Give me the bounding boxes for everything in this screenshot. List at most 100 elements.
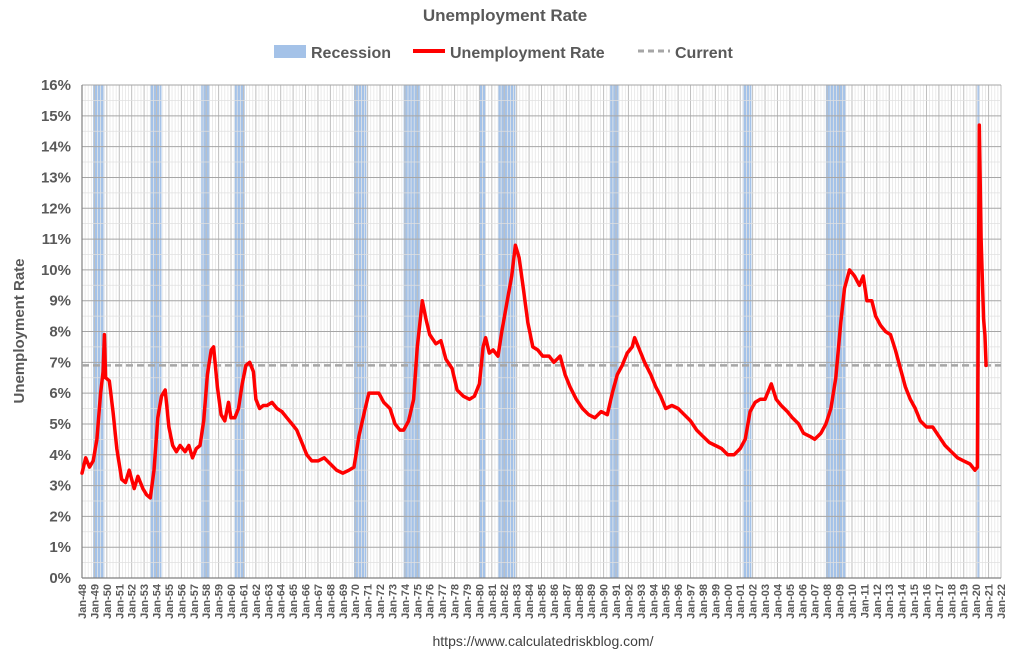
y-tick-label: 15% xyxy=(41,108,71,125)
legend-recession-label: Recession xyxy=(311,45,391,62)
y-tick-label: 9% xyxy=(49,293,71,310)
x-tick-label: Jan-88 xyxy=(574,584,586,619)
x-tick-label: Jan-20 xyxy=(971,584,983,619)
x-tick-label: Jan-48 xyxy=(77,584,89,619)
x-tick-label: Jan-79 xyxy=(462,584,474,619)
x-tick-label: Jan-01 xyxy=(735,584,747,619)
y-tick-label: 5% xyxy=(49,416,71,433)
x-tick-label: Jan-53 xyxy=(139,584,151,619)
x-tick-label: Jan-13 xyxy=(884,584,896,619)
x-tick-label: Jan-65 xyxy=(288,584,300,619)
y-tick-label: 3% xyxy=(49,478,71,495)
x-tick-label: Jan-98 xyxy=(698,584,710,619)
x-tick-label: Jan-21 xyxy=(984,584,996,619)
y-tick-label: 1% xyxy=(49,539,71,556)
legend-current-label: Current xyxy=(675,45,733,62)
x-tick-label: Jan-15 xyxy=(909,584,921,619)
x-tick-label: Jan-03 xyxy=(760,584,772,619)
y-axis-label: Unemployment Rate xyxy=(11,258,28,403)
x-tick-label: Jan-59 xyxy=(214,584,226,619)
y-tick-label: 16% xyxy=(41,77,71,94)
y-tick-label: 12% xyxy=(41,200,71,217)
x-tick-label: Jan-09 xyxy=(835,584,847,619)
x-tick-label: Jan-93 xyxy=(636,584,648,619)
x-tick-label: Jan-19 xyxy=(959,584,971,619)
x-tick-label: Jan-61 xyxy=(238,584,250,619)
x-tick-label: Jan-84 xyxy=(524,583,536,619)
x-tick-label: Jan-81 xyxy=(487,584,499,619)
x-tick-label: Jan-52 xyxy=(127,584,139,619)
x-tick-label: Jan-71 xyxy=(363,584,375,619)
x-tick-label: Jan-60 xyxy=(226,584,238,619)
y-tick-label: 14% xyxy=(41,139,71,156)
x-tick-label: Jan-06 xyxy=(797,584,809,619)
y-tick-label: 4% xyxy=(49,447,71,464)
y-tick-label: 10% xyxy=(41,262,71,279)
legend-recession-swatch xyxy=(274,45,306,58)
y-tick-label: 2% xyxy=(49,508,71,525)
axes xyxy=(81,85,1001,579)
x-tick-label: Jan-56 xyxy=(176,584,188,619)
x-tick-label: Jan-08 xyxy=(822,584,834,619)
x-tick-label: Jan-16 xyxy=(921,584,933,619)
x-tick-label: Jan-64 xyxy=(276,583,288,619)
x-tick-label: Jan-67 xyxy=(313,584,325,619)
x-tick-label: Jan-75 xyxy=(412,584,424,619)
x-tick-label: Jan-73 xyxy=(387,584,399,619)
x-tick-label: Jan-87 xyxy=(561,584,573,619)
x-tick-label: Jan-78 xyxy=(450,584,462,619)
x-tick-label: Jan-04 xyxy=(772,583,784,619)
x-tick-label: Jan-54 xyxy=(152,583,164,619)
x-tick-label: Jan-57 xyxy=(189,584,201,619)
x-tick-label: Jan-58 xyxy=(201,584,213,619)
x-tick-label: Jan-07 xyxy=(810,584,822,619)
x-tick-label: Jan-70 xyxy=(350,584,362,619)
x-tick-label: Jan-94 xyxy=(648,583,660,619)
x-tick-label: Jan-14 xyxy=(897,583,909,619)
x-tick-label: Jan-99 xyxy=(710,584,722,619)
y-tick-label: 6% xyxy=(49,385,71,402)
gridlines xyxy=(81,84,1002,579)
x-tick-label: Jan-02 xyxy=(748,584,760,619)
x-tick-label: Jan-51 xyxy=(114,584,126,619)
x-tick-label: Jan-63 xyxy=(263,584,275,619)
x-tick-label: Jan-10 xyxy=(847,584,859,619)
x-tick-label: Jan-83 xyxy=(512,584,524,619)
x-tick-label: Jan-05 xyxy=(785,584,797,619)
x-tick-label: Jan-89 xyxy=(586,584,598,619)
legend: Recession Unemployment Rate Current xyxy=(274,45,733,62)
x-tick-label: Jan-91 xyxy=(611,584,623,619)
x-tick-label: Jan-55 xyxy=(164,584,176,619)
unemployment-rate-line xyxy=(80,123,988,500)
x-tick-label: Jan-90 xyxy=(599,584,611,619)
y-tick-labels: 0% 1% 2% 3% 4% 5% 6% 7% 8% 9% 10% 11% 12% 13% 14% 15% 16… xyxy=(41,77,71,587)
chart-title: Unemployment Rate xyxy=(423,6,587,25)
y-tick-label: 7% xyxy=(49,354,71,371)
x-tick-label: Jan-17 xyxy=(934,584,946,619)
x-tick-label: Jan-82 xyxy=(499,584,511,619)
x-tick-label: Jan-96 xyxy=(673,584,685,619)
series xyxy=(80,123,988,500)
x-tick-label: Jan-11 xyxy=(859,584,871,618)
x-tick-label: Jan-68 xyxy=(325,584,337,619)
x-tick-label: Jan-69 xyxy=(338,584,350,619)
x-tick-label: Jan-76 xyxy=(425,584,437,619)
x-tick-label: Jan-62 xyxy=(251,584,263,619)
x-tick-labels: Jan-48 Jan-49 Jan-50 Jan-51 Jan-52 Jan-53 Jan-… xyxy=(77,583,1008,619)
y-tick-label: 8% xyxy=(49,324,71,341)
x-tick-label: Jan-49 xyxy=(89,584,101,619)
legend-line-label: Unemployment Rate xyxy=(450,45,605,62)
y-tick-label: 13% xyxy=(41,169,71,186)
x-tick-label: Jan-80 xyxy=(474,584,486,619)
x-tick-label: Jan-12 xyxy=(872,584,884,619)
x-tick-label: Jan-50 xyxy=(102,584,114,619)
x-tick-label: Jan-00 xyxy=(723,584,735,619)
x-tick-label: Jan-86 xyxy=(549,584,561,619)
y-tick-label: 11% xyxy=(42,231,71,248)
x-tick-label: Jan-22 xyxy=(996,584,1008,619)
x-tick-label: Jan-18 xyxy=(946,584,958,619)
x-tick-label: Jan-74 xyxy=(400,583,412,619)
x-tick-label: Jan-92 xyxy=(623,584,635,619)
x-tick-label: Jan-66 xyxy=(301,584,313,619)
